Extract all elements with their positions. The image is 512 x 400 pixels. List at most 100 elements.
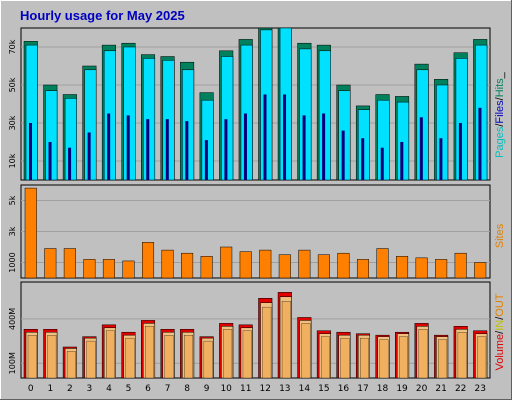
bar-out <box>301 323 311 379</box>
bar-pages <box>283 94 287 180</box>
bar-pages <box>48 142 52 180</box>
x-tick-label: 23 <box>475 384 486 394</box>
legend-separator: / <box>494 316 506 320</box>
y-tick-label: 1000 <box>8 252 17 272</box>
bar-out <box>457 332 467 379</box>
x-tick-label: 15 <box>318 384 329 394</box>
x-tick-label: 13 <box>279 384 290 394</box>
bar-out <box>262 306 272 379</box>
bar-sites <box>435 259 448 279</box>
legend-in: IN <box>494 320 506 331</box>
x-tick-label: 10 <box>220 384 232 394</box>
bar-pages <box>439 138 443 180</box>
bar-sites <box>337 252 350 279</box>
bar-out <box>47 335 57 379</box>
legend-separator: / <box>494 330 506 334</box>
bar-sites <box>278 254 291 279</box>
y-tick-label: 400M <box>8 308 17 330</box>
y-tick-label: 70k <box>8 39 17 54</box>
bar-out <box>184 335 194 379</box>
bar-sites <box>200 256 213 279</box>
bar-sites <box>396 256 409 279</box>
bar-out <box>106 330 115 379</box>
x-tick-label: 6 <box>145 384 151 394</box>
bar-pages <box>185 121 189 180</box>
bar-pages <box>146 119 150 180</box>
bar-pages <box>302 115 306 180</box>
bar-out <box>242 330 252 379</box>
legend-out: OUT <box>494 293 506 317</box>
legend-files: Files <box>494 100 506 124</box>
bar-sites <box>474 262 487 279</box>
bar-sites <box>181 252 194 279</box>
bar-pages <box>419 117 423 180</box>
x-tick-label: 16 <box>338 384 350 394</box>
bar-out <box>438 339 448 379</box>
bar-out <box>379 339 389 379</box>
y-tick-label: 30k <box>8 115 17 130</box>
bar-out <box>360 337 369 379</box>
y-tick-label: 10k <box>8 153 17 168</box>
bar-out <box>203 340 213 379</box>
legend-pages: Pages <box>494 126 506 158</box>
bar-sites <box>376 248 389 279</box>
bar-out <box>223 329 233 379</box>
bar-sites <box>454 252 467 279</box>
x-tick-label: 12 <box>260 384 271 394</box>
legend-volume-panel: Volume/IN/OUT <box>494 293 506 370</box>
x-tick-label: 5 <box>126 384 132 394</box>
bar-pages <box>29 123 32 180</box>
bar-sites <box>317 254 330 279</box>
bar-sites <box>122 260 135 279</box>
bar-sites <box>102 259 115 279</box>
bar-out <box>418 329 428 379</box>
bar-pages <box>341 130 345 180</box>
bar-sites <box>24 187 37 279</box>
bar-out <box>27 335 37 379</box>
x-tick-label: 22 <box>455 384 466 394</box>
bar-out <box>145 326 154 379</box>
bar-pages <box>68 147 72 180</box>
bar-pages <box>458 123 462 180</box>
y-tick-label: 5k <box>8 195 17 205</box>
bar-out <box>66 351 76 379</box>
bar-sites <box>239 251 252 279</box>
x-tick-label: 3 <box>87 384 93 394</box>
panel-0 <box>20 27 491 181</box>
bar-sites <box>44 248 57 279</box>
legend-hits: Hits <box>494 78 506 97</box>
bar-pages <box>478 107 482 180</box>
bar-out <box>86 340 96 379</box>
x-tick-label: 21 <box>435 384 446 394</box>
x-tick-label: 18 <box>377 384 389 394</box>
bar-out <box>399 336 408 379</box>
x-tick-label: 17 <box>357 384 368 394</box>
bar-pages <box>243 113 247 180</box>
chart-title: Hourly usage for May 2025 <box>20 8 185 23</box>
bar-sites <box>83 259 96 279</box>
bar-sites <box>220 246 233 279</box>
y-tick-label: 50k <box>8 77 17 92</box>
bar-pages <box>126 115 130 180</box>
bar-pages <box>224 119 228 180</box>
legend-top: Pages/Files/Hits_ <box>494 71 506 158</box>
x-tick-label: 1 <box>47 384 53 394</box>
x-tick-label: 4 <box>106 384 112 394</box>
legend-separator: _ <box>494 71 506 79</box>
panel-2 <box>20 281 491 379</box>
bar-pages <box>361 138 365 180</box>
bar-sites <box>161 249 174 279</box>
x-tick-label: 8 <box>184 384 190 394</box>
x-tick-label: 0 <box>28 384 34 394</box>
x-tick-label: 20 <box>416 384 428 394</box>
bar-sites <box>356 259 370 279</box>
legend-sites: Sites <box>494 223 506 248</box>
bar-sites <box>298 249 311 279</box>
legend-separator: / <box>494 96 506 100</box>
x-tick-label: 19 <box>396 384 408 394</box>
bar-pages <box>322 113 326 180</box>
x-tick-label: 14 <box>299 384 311 394</box>
